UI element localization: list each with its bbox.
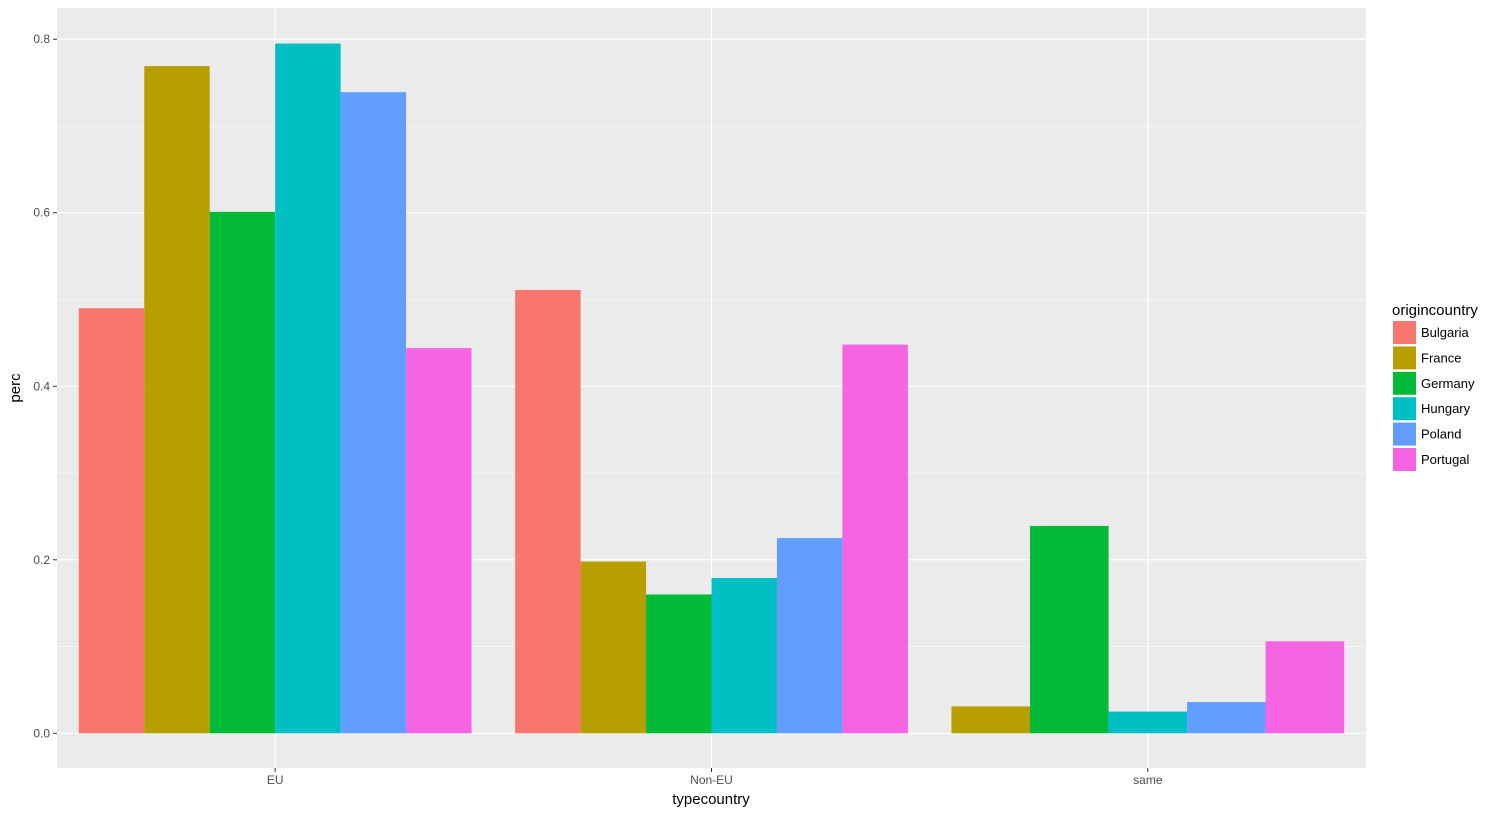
- legend-label: Portugal: [1421, 452, 1470, 467]
- bar-portugal-non-eu: [842, 344, 908, 734]
- bar-france-same: [951, 706, 1031, 734]
- legend-label: Hungary: [1421, 401, 1471, 416]
- legend-label: Germany: [1421, 376, 1475, 391]
- bar-portugal-same: [1265, 641, 1345, 734]
- y-axis-title: perc: [7, 373, 24, 403]
- y-tick-label: 0.6: [33, 206, 50, 220]
- bar-bulgaria-non-eu: [515, 289, 581, 734]
- bar-poland-non-eu: [776, 538, 843, 734]
- x-tick-label: EU: [267, 773, 284, 787]
- bar-germany-same: [1030, 525, 1109, 734]
- bar-hungary-eu: [275, 43, 341, 734]
- bar-poland-eu: [340, 92, 407, 734]
- legend-key-germany: [1393, 371, 1416, 395]
- legend-label: Poland: [1421, 427, 1461, 442]
- bar-hungary-same: [1108, 711, 1188, 734]
- legend-key-portugal: [1393, 448, 1416, 471]
- x-axis: EU Non-EU same: [267, 768, 1163, 787]
- legend-key-poland: [1393, 422, 1416, 446]
- legend-key-bulgaria: [1393, 321, 1416, 344]
- bars: [78, 43, 1345, 734]
- y-tick-label: 0.2: [33, 553, 50, 567]
- bar-france-eu: [144, 66, 210, 734]
- y-tick-label: 0.4: [33, 379, 50, 393]
- y-axis: 0.0 0.2 0.4 0.6 0.8: [33, 32, 57, 740]
- bar-germany-non-eu: [646, 594, 712, 734]
- x-tick-label: same: [1133, 773, 1163, 787]
- bar-bulgaria-eu: [78, 308, 145, 734]
- bar-portugal-eu: [406, 348, 472, 734]
- legend-label: France: [1421, 350, 1461, 365]
- legend-key-hungary: [1393, 397, 1416, 421]
- legend: origincountry Bulgaria France Germany Hunga…: [1392, 302, 1478, 471]
- x-axis-title: typecountry: [672, 791, 750, 808]
- bar-poland-same: [1187, 702, 1266, 734]
- x-tick-label: Non-EU: [690, 773, 733, 787]
- legend-key-france: [1393, 346, 1416, 370]
- bar-germany-eu: [209, 211, 276, 734]
- legend-title: origincountry: [1392, 302, 1478, 319]
- y-tick-label: 0.0: [33, 726, 50, 740]
- bar-france-non-eu: [580, 561, 647, 734]
- legend-label: Bulgaria: [1421, 325, 1469, 340]
- y-tick-label: 0.8: [33, 32, 50, 46]
- bar-hungary-non-eu: [711, 578, 777, 734]
